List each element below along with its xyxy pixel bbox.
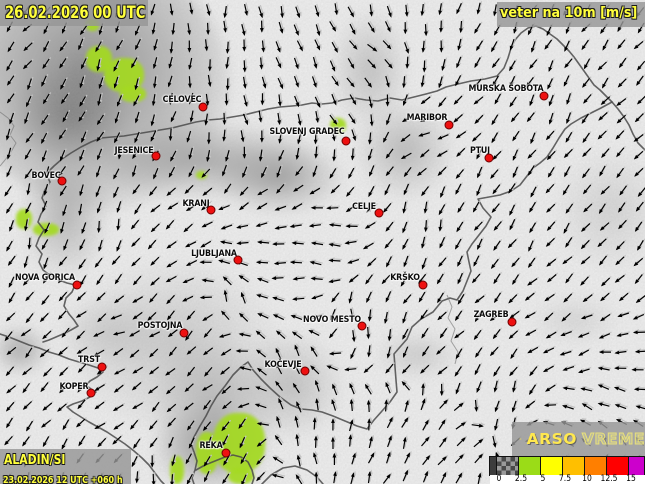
city-dot bbox=[97, 362, 107, 372]
city-label: KRANJ bbox=[182, 199, 210, 209]
city-dot bbox=[151, 151, 161, 161]
model-name: ALADIN/SI bbox=[4, 452, 66, 468]
border-fragment-left-edge bbox=[0, 111, 17, 167]
legend-color-box bbox=[563, 457, 585, 475]
city-label: POSTOJNA bbox=[137, 321, 183, 331]
wind-speed-patch bbox=[213, 413, 265, 473]
city-label: MARIBOR bbox=[406, 113, 448, 123]
city-dot bbox=[221, 448, 231, 458]
city-label: JESENICE bbox=[114, 146, 154, 156]
city-dot bbox=[341, 136, 351, 146]
legend-value: 2.5 bbox=[514, 474, 528, 484]
city-label: ZAGREB bbox=[473, 310, 509, 320]
legend-color-box bbox=[585, 457, 607, 475]
river-line bbox=[446, 294, 459, 365]
city-label: CELOVEC bbox=[162, 95, 202, 105]
variable-title: veter na 10m [m/s] bbox=[500, 5, 638, 21]
wind-arrow-heads bbox=[4, 9, 643, 484]
city-label: BOVEC bbox=[31, 171, 61, 181]
city-label: KOPER bbox=[59, 382, 89, 392]
city-dot bbox=[539, 91, 549, 101]
branding-panel: ARSO VREME bbox=[512, 422, 645, 456]
legend-color-box bbox=[497, 457, 519, 475]
model-run-info: 23.02.2026 12 UTC +060 h bbox=[3, 475, 123, 484]
coastline-bay bbox=[195, 454, 324, 484]
city-label: KRŠKO bbox=[390, 273, 420, 283]
city-dot bbox=[206, 205, 216, 215]
city-dot bbox=[374, 208, 384, 218]
city-label: NOVO MESTO bbox=[302, 315, 362, 325]
legend-color-box bbox=[490, 457, 497, 475]
variable-title-panel: veter na 10m [m/s] bbox=[497, 2, 645, 27]
model-info-panel: ALADIN/SI 23.02.2026 12 UTC +060 h bbox=[0, 449, 131, 484]
wind-speed-patch bbox=[196, 432, 218, 474]
city-dot bbox=[57, 176, 67, 186]
legend-value: 0 bbox=[496, 474, 502, 484]
city-dot bbox=[507, 317, 517, 327]
valid-time-panel: 26.02.2026 00 UTC bbox=[0, 0, 148, 26]
city-label: TRST bbox=[78, 355, 100, 365]
legend-color-box bbox=[607, 457, 629, 475]
city-label: PTUJ bbox=[470, 146, 490, 156]
city-label: LJUBLJANA bbox=[191, 249, 237, 259]
legend-color-box bbox=[519, 457, 541, 475]
country-border-north bbox=[45, 25, 645, 175]
country-border-east bbox=[190, 101, 613, 484]
city-label: CELJE bbox=[352, 202, 376, 212]
legend-value: 15 bbox=[626, 474, 636, 484]
city-dot bbox=[179, 328, 189, 338]
legend-color-box bbox=[541, 457, 563, 475]
city-label: SLOVENJ GRADEC bbox=[269, 127, 345, 137]
city-dot bbox=[86, 388, 96, 398]
wind-speed-patch bbox=[228, 468, 254, 484]
legend-value: 5 bbox=[540, 474, 546, 484]
legend-value: 12.5 bbox=[600, 474, 618, 484]
legend-value: 10 bbox=[582, 474, 592, 484]
legend-color-bar bbox=[490, 457, 645, 475]
city-dot bbox=[300, 366, 310, 376]
legend-value: 7.5 bbox=[558, 474, 572, 484]
wind-speed-legend: 0 2.5 5 7.5 10 12.5 15 bbox=[490, 456, 645, 484]
city-dot bbox=[357, 321, 367, 331]
sun-icon bbox=[519, 437, 522, 441]
wind-speed-patch bbox=[120, 86, 146, 102]
city-label: NOVA GORICA bbox=[15, 273, 75, 283]
city-dot bbox=[444, 120, 454, 130]
city-label: MURSKA SOBOTA bbox=[468, 84, 544, 94]
city-dot bbox=[484, 153, 494, 163]
product-name: VREME bbox=[581, 430, 645, 449]
city-dot bbox=[233, 255, 243, 265]
city-dot bbox=[418, 280, 428, 290]
wind-speed-patch bbox=[196, 171, 207, 179]
valid-datetime: 26.02.2026 00 UTC bbox=[5, 3, 146, 22]
legend-color-box bbox=[629, 457, 645, 475]
legend-label-strip bbox=[490, 475, 645, 484]
city-dot bbox=[198, 102, 208, 112]
city-label: REKA bbox=[199, 441, 223, 451]
city-label: KOČEVJE bbox=[264, 360, 302, 370]
city-dot bbox=[72, 280, 82, 290]
agency-name: ARSO bbox=[526, 430, 577, 448]
